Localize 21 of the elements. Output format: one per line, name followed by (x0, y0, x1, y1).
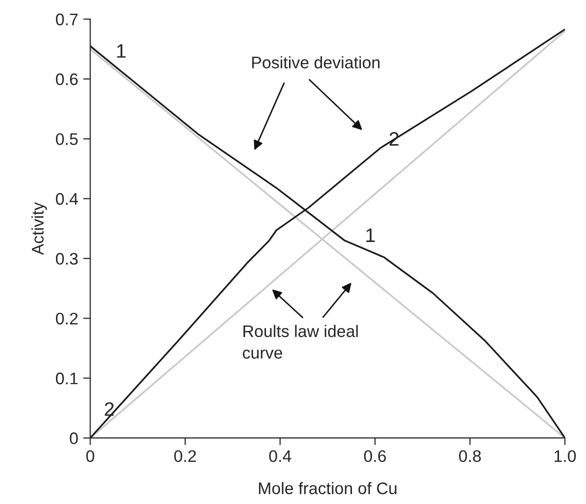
x-tick-label: 1.0 (554, 450, 576, 462)
y-tick-label: 0.3 (56, 252, 78, 265)
y-tick-label: 0.1 (56, 372, 78, 384)
annotation: 1 (366, 228, 375, 242)
y-tick-label: 0.2 (56, 312, 78, 325)
x-axis-title: Mole fraction of Cu (259, 482, 396, 494)
y-tick-label: 0.5 (56, 133, 78, 146)
y-tick-label: 0.7 (56, 14, 78, 26)
x-tick-label: 0 (86, 450, 94, 462)
y-tick-label: 0.4 (56, 193, 78, 205)
x-tick-label: 0.8 (459, 450, 481, 462)
x-tick-label: 0.4 (269, 450, 292, 462)
annotation: Positive deviation (252, 56, 380, 68)
annotation: 2 (104, 402, 114, 416)
y-axis-title: Activity (31, 202, 47, 255)
y-tick-label: 0.6 (56, 73, 78, 86)
annotation: Roults law ideal curve (242, 324, 358, 359)
x-tick-label: 0.2 (174, 450, 196, 462)
x-tick-label: 0.6 (364, 450, 386, 462)
y-tick-label: 0 (70, 432, 78, 444)
annotation: 1 (117, 44, 126, 58)
